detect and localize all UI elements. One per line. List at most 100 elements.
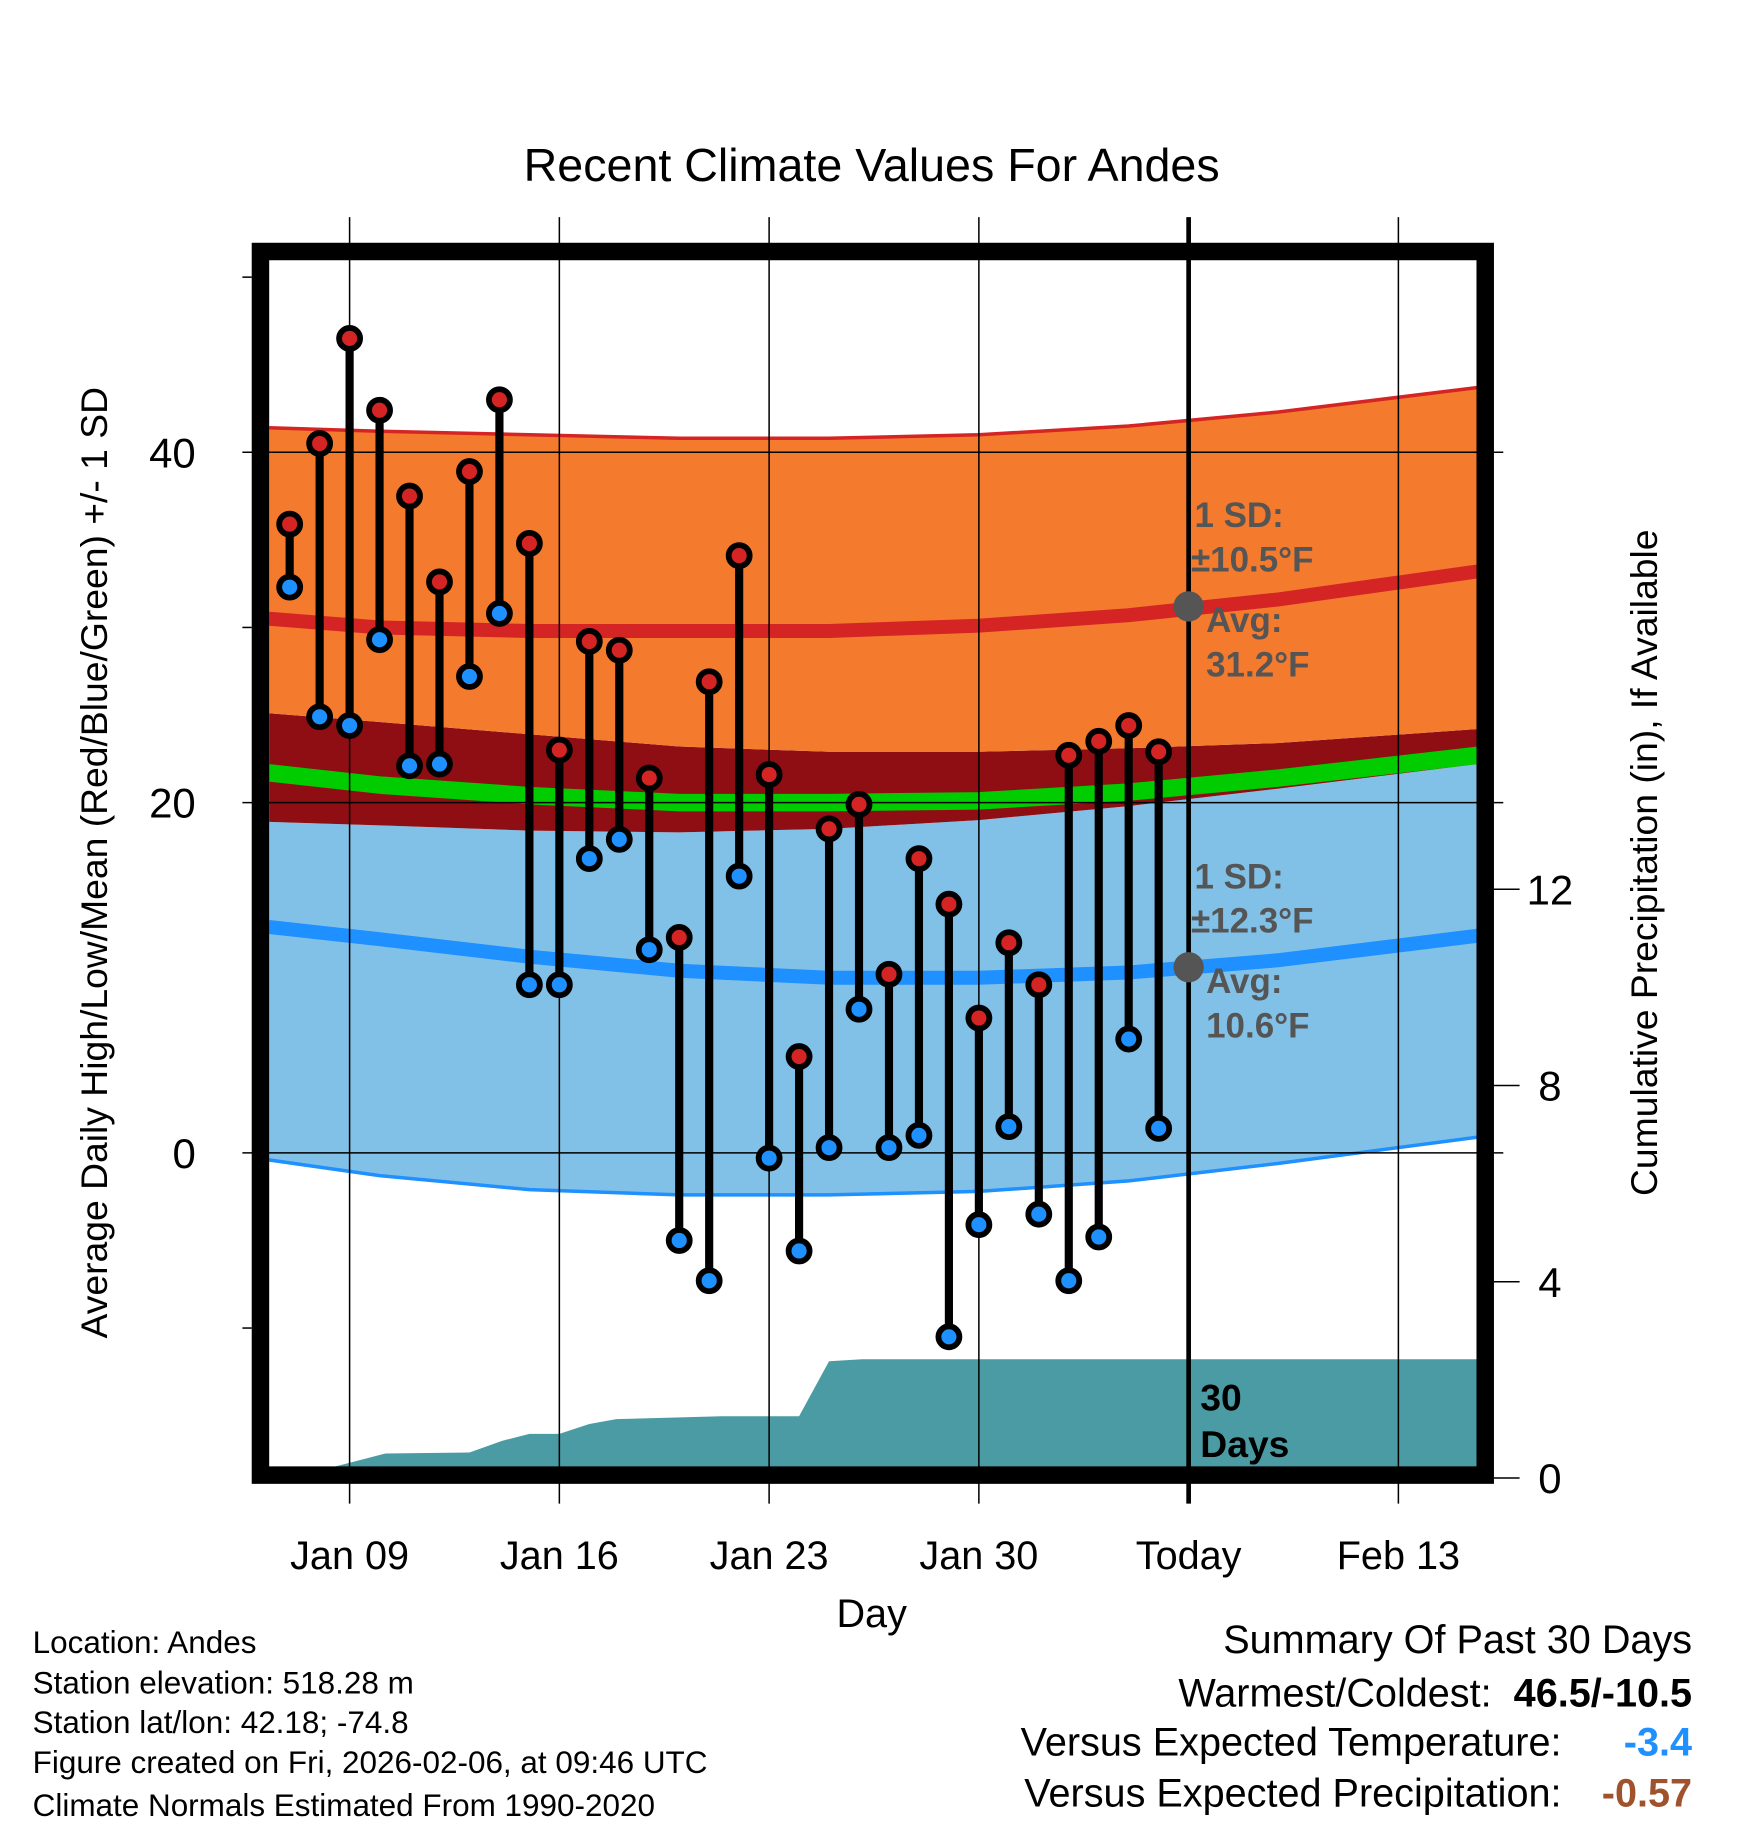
high-temp-point <box>905 845 933 873</box>
high-temp-point <box>755 761 783 788</box>
days-label-number: 30 <box>1200 1376 1241 1418</box>
low-temp-point <box>396 752 423 780</box>
high-temp-point <box>545 736 573 764</box>
high-temp-point <box>456 458 483 485</box>
low-temp-point <box>336 712 364 739</box>
y2-tick-label: 8 <box>1538 1063 1561 1110</box>
low-temp-point <box>575 845 603 873</box>
x-tick-label: Jan 23 <box>710 1534 829 1578</box>
high-avg-marker <box>1173 591 1204 622</box>
high-upper-line <box>269 385 1478 441</box>
chart-title: Recent Climate Values For Andes <box>524 139 1220 191</box>
low-avg-value: 10.6°F <box>1206 1007 1309 1046</box>
footer-normals: Climate Normals Estimated From 1990-2020 <box>33 1788 655 1823</box>
plot-area: Jan 09 Jan 16 Jan 23 Jan 30 Today Feb 1302040… <box>149 217 1573 1578</box>
high-temp-point <box>486 386 513 414</box>
low-temp-point <box>366 626 393 654</box>
high-temp-point <box>1145 738 1173 766</box>
low-temp-point <box>845 995 873 1023</box>
footer-created: Figure created on Fri, 2026-02-06, at 09… <box>33 1745 708 1780</box>
y2-axis-label: Cumulative Precipitation (in), If Availa… <box>1623 529 1665 1196</box>
summary-title: Summary Of Past 30 Days <box>1223 1618 1692 1662</box>
low-sd-value: ±12.3°F <box>1191 902 1314 941</box>
summary-precip-label: Versus Expected Precipitation: <box>1024 1772 1561 1816</box>
precip-area <box>269 1359 1478 1468</box>
low-temp-point <box>875 1134 903 1162</box>
low-temp-point <box>695 1267 723 1295</box>
low-temp-point <box>306 703 334 731</box>
high-sd-value: ±10.5°F <box>1191 540 1314 579</box>
high-sd-band <box>269 387 1478 752</box>
x-tick-label: Feb 13 <box>1337 1534 1460 1578</box>
low-temp-point <box>785 1237 813 1265</box>
low-temp-point <box>456 663 483 690</box>
summary-temp-value: -3.4 <box>1624 1720 1692 1764</box>
high-temp-point <box>396 482 423 510</box>
y2-tick-label: 0 <box>1538 1455 1561 1502</box>
low-temp-point <box>1055 1267 1083 1295</box>
summary-panel: Summary Of Past 30 Days Warmest/Coldest:… <box>1021 1618 1692 1816</box>
high-temp-point <box>935 890 963 918</box>
high-temp-point <box>875 960 903 988</box>
high-temp-point <box>1055 741 1083 769</box>
high-temp-point <box>366 396 393 424</box>
footer-latlon: Station lat/lon: 42.18; -74.8 <box>33 1705 409 1740</box>
summary-precip-value: -0.57 <box>1602 1772 1692 1816</box>
low-temp-point <box>905 1121 933 1149</box>
x-tick-label: Today <box>1136 1534 1242 1578</box>
y-axis-label: Average Daily High/Low/Mean (Red/Blue/Gr… <box>73 387 115 1338</box>
low-temp-point <box>1025 1200 1053 1228</box>
low-temp-point <box>755 1144 783 1172</box>
low-temp-point <box>995 1113 1023 1141</box>
high-temp-point <box>575 628 603 655</box>
low-sd-label: 1 SD: <box>1194 857 1283 896</box>
low-avg-label: Avg: <box>1206 962 1282 1001</box>
low-temp-point <box>1145 1114 1173 1142</box>
low-temp-point <box>276 573 304 601</box>
summary-temp-label: Versus Expected Temperature: <box>1021 1720 1562 1764</box>
low-lower-line <box>269 1135 1478 1197</box>
high-avg-value: 31.2°F <box>1206 645 1309 684</box>
low-temp-point <box>665 1227 693 1254</box>
low-temp-point <box>545 971 573 999</box>
high-sd-label: 1 SD: <box>1194 496 1283 535</box>
low-temp-point <box>426 750 453 778</box>
days-label-text: Days <box>1200 1423 1289 1465</box>
y-tick-label: 0 <box>172 1130 195 1177</box>
low-temp-point <box>635 936 663 964</box>
footer-elevation: Station elevation: 518.28 m <box>33 1666 414 1701</box>
low-temp-point <box>935 1323 963 1351</box>
x-tick-label: Jan 16 <box>500 1534 619 1578</box>
footer-info: Location: Andes Station elevation: 518.2… <box>33 1625 708 1823</box>
high-temp-point <box>965 1004 993 1032</box>
high-temp-point <box>1115 712 1143 739</box>
low-temp-point <box>1085 1223 1113 1251</box>
high-temp-point <box>336 325 364 352</box>
high-avg-label: Avg: <box>1206 601 1282 640</box>
high-temp-point <box>845 790 873 818</box>
x-tick-label: Jan 30 <box>919 1534 1038 1578</box>
low-temp-point <box>605 825 633 853</box>
plot-frame <box>251 242 1494 1484</box>
high-temp-point <box>995 929 1023 957</box>
low-temp-point <box>725 862 753 890</box>
high-temp-point <box>605 636 633 664</box>
high-temp-point <box>515 529 543 557</box>
high-temp-point <box>1025 971 1053 999</box>
x-tick-label: Jan 09 <box>290 1534 409 1578</box>
y2-tick-label: 12 <box>1527 866 1574 913</box>
low-temp-point <box>1115 1025 1143 1053</box>
high-temp-point <box>725 542 753 570</box>
low-temp-point <box>815 1134 843 1162</box>
high-temp-point <box>276 510 304 538</box>
low-avg-marker <box>1173 952 1204 983</box>
high-temp-point <box>1085 727 1113 755</box>
low-temp-point <box>965 1211 993 1239</box>
high-temp-point <box>815 815 843 843</box>
y2-tick-label: 4 <box>1538 1259 1561 1306</box>
high-temp-point <box>695 668 723 696</box>
low-temp-point <box>486 600 513 627</box>
y-tick-label: 40 <box>149 429 196 476</box>
high-temp-point <box>635 764 663 792</box>
